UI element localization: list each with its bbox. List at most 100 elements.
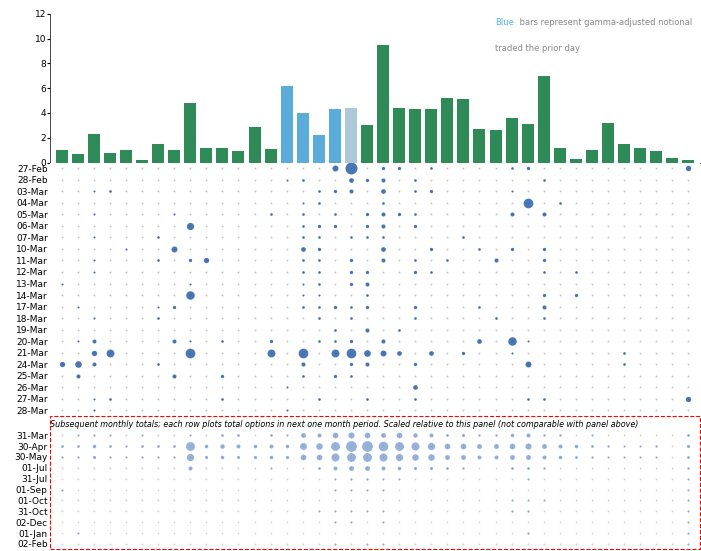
Point — [667, 245, 678, 253]
Point — [377, 431, 388, 440]
Point — [571, 290, 582, 299]
Point — [409, 496, 421, 505]
Point — [651, 268, 662, 277]
Point — [104, 222, 116, 230]
Point — [554, 431, 566, 440]
Point — [233, 474, 244, 483]
Point — [554, 485, 566, 494]
Point — [571, 268, 582, 277]
Point — [442, 256, 453, 265]
Point — [313, 406, 325, 415]
Point — [153, 245, 164, 253]
Point — [409, 474, 421, 483]
Point — [153, 474, 164, 483]
Point — [313, 337, 325, 345]
Point — [153, 164, 164, 172]
Point — [88, 337, 100, 345]
Point — [233, 452, 244, 461]
Point — [168, 474, 179, 483]
Point — [313, 518, 325, 527]
Point — [667, 539, 678, 548]
Point — [393, 337, 404, 345]
Point — [618, 442, 629, 451]
Point — [168, 314, 179, 322]
Point — [121, 245, 132, 253]
Point — [153, 383, 164, 392]
Point — [409, 256, 421, 265]
Point — [265, 452, 276, 461]
Point — [249, 383, 260, 392]
Point — [297, 431, 308, 440]
Point — [474, 337, 485, 345]
Point — [297, 210, 308, 219]
Point — [602, 245, 613, 253]
Point — [297, 279, 308, 288]
Point — [442, 360, 453, 369]
Point — [393, 279, 404, 288]
Point — [233, 431, 244, 440]
Point — [104, 187, 116, 196]
Point — [602, 431, 613, 440]
Point — [426, 485, 437, 494]
Point — [490, 528, 501, 537]
Point — [184, 337, 196, 345]
Point — [409, 175, 421, 184]
Point — [362, 268, 373, 277]
Point — [409, 383, 421, 392]
Point — [377, 442, 388, 451]
Point — [506, 187, 517, 196]
Point — [281, 431, 292, 440]
Point — [377, 507, 388, 516]
Point — [121, 496, 132, 505]
Point — [409, 383, 421, 392]
Point — [506, 164, 517, 172]
Point — [506, 406, 517, 415]
Point — [313, 302, 325, 311]
Point — [313, 222, 325, 230]
Point — [121, 360, 132, 369]
Point — [458, 210, 469, 219]
Point — [393, 452, 404, 461]
Point — [377, 348, 388, 357]
Point — [104, 518, 116, 527]
Point — [56, 518, 67, 527]
Point — [153, 496, 164, 505]
Point — [538, 256, 550, 265]
Point — [409, 463, 421, 472]
Point — [56, 442, 67, 451]
Point — [313, 360, 325, 369]
Point — [490, 442, 501, 451]
Point — [121, 507, 132, 516]
Bar — [152, 144, 164, 163]
Point — [651, 496, 662, 505]
Point — [377, 175, 388, 184]
Point — [362, 222, 373, 230]
Point — [200, 442, 212, 451]
Point — [88, 268, 100, 277]
Point — [522, 360, 533, 369]
Point — [104, 406, 116, 415]
Point — [634, 314, 646, 322]
Point — [538, 337, 550, 345]
Point — [121, 371, 132, 380]
Point — [554, 371, 566, 380]
Point — [667, 222, 678, 230]
Point — [104, 348, 116, 357]
Point — [634, 528, 646, 537]
Point — [393, 371, 404, 380]
Point — [554, 442, 566, 451]
Point — [265, 406, 276, 415]
Point — [586, 528, 597, 537]
Point — [200, 314, 212, 322]
Point — [442, 431, 453, 440]
Point — [474, 406, 485, 415]
Point — [346, 325, 357, 334]
Bar — [538, 76, 550, 163]
Point — [281, 222, 292, 230]
Point — [377, 198, 388, 207]
Point — [329, 442, 341, 451]
Point — [634, 302, 646, 311]
Point — [426, 245, 437, 253]
Point — [426, 187, 437, 196]
Point — [217, 371, 228, 380]
